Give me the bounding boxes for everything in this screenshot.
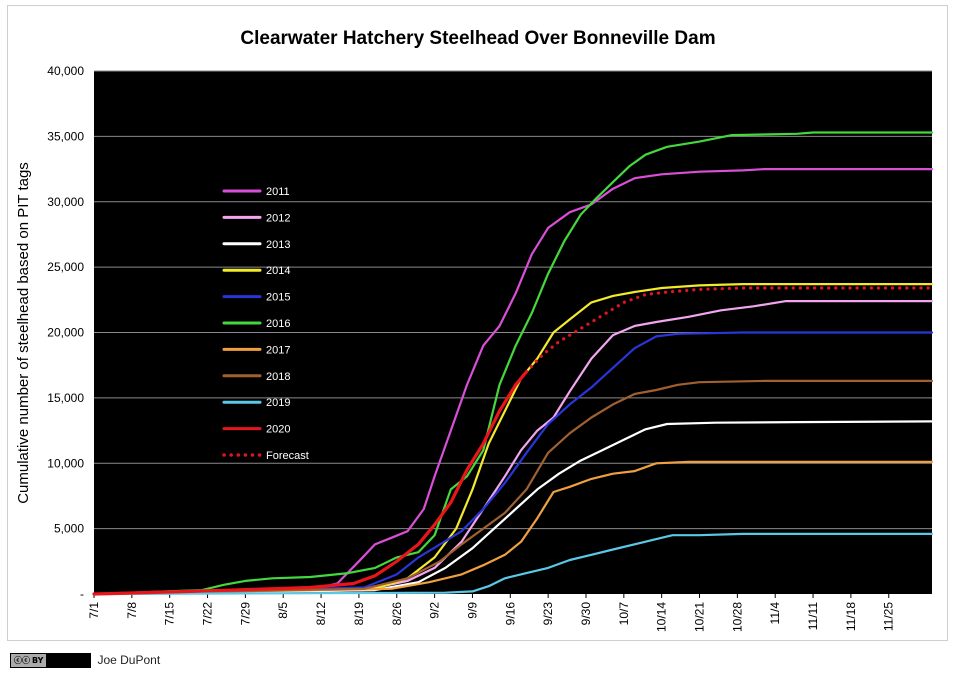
series-line-2013 [92,420,934,596]
y-tick-label: 35,000 [47,129,84,143]
x-tick-label: 10/28 [730,602,744,632]
cc-logo-icon: ⓒⓒ [14,655,30,665]
y-tick-label: 40,000 [47,64,84,78]
y-tick-label: 20,000 [47,326,84,340]
y-tick-label: 15,000 [47,391,84,405]
series-line-2015 [92,331,934,596]
x-tick-label: 11/25 [882,602,896,631]
y-axis-label: Cumulative number of steelhead based on … [15,162,32,504]
x-tick-label: 7/29 [238,602,252,626]
x-tick-label: 7/22 [201,602,215,626]
x-tick-label: 8/12 [314,602,328,626]
x-tick-label: 11/18 [844,602,858,631]
x-tick-label: 11/4 [768,602,782,625]
y-tick-label: 5,000 [54,522,84,536]
author-credit: Joe DuPont [97,653,161,667]
legend-label-2013: 2013 [266,239,290,251]
chart-title: Clearwater Hatchery Steelhead Over Bonne… [240,28,715,49]
y-tick-label: - [80,587,84,601]
chart: Clearwater Hatchery Steelhead Over Bonne… [15,28,934,632]
x-tick-label: 9/9 [465,602,479,619]
legend-label-2020: 2020 [266,424,290,436]
x-tick-label: 10/21 [693,602,707,632]
legend-label-2012: 2012 [266,212,290,224]
x-tick-label: 9/2 [428,602,442,619]
x-tick-label: 8/26 [390,602,404,626]
cc-badge-tail [46,653,91,667]
legend-label-2017: 2017 [266,344,290,356]
chart-frame: Clearwater Hatchery Steelhead Over Bonne… [7,5,948,641]
cc-icon: ⓒⓒ BY [11,653,47,667]
series-line-2017 [92,460,934,596]
series-line-2016 [92,131,934,596]
x-tick-label: 11/11 [806,602,820,631]
series-line-2011 [92,168,934,596]
y-axis-ticks: - 5,000 10,000 15,000 20,000 25,000 30,000 35,0… [47,64,84,601]
legend-label-forecast: Forecast [266,450,309,462]
cc-license-badge[interactable]: ⓒⓒ BY [10,652,92,668]
y-tick-label: 25,000 [47,260,84,274]
x-tick-label: 10/7 [617,602,631,626]
series-lines [92,131,934,596]
x-tick-label: 7/1 [87,602,101,619]
series-line-2019 [92,532,934,596]
x-tick-label: 9/30 [579,602,593,626]
x-tick-label: 9/23 [541,602,555,626]
x-tick-label: 7/8 [125,602,139,619]
x-tick-label: 9/16 [503,602,517,626]
legend: 2011 2012 2013 2014 2015 2016 2017 2018 2019 2020… [222,186,309,462]
series-line-forecast [524,286,934,374]
footer: ⓒⓒ BY Joe DuPont [10,652,160,668]
legend-label-2014: 2014 [266,265,290,277]
series-line-2020 [92,370,529,596]
x-tick-label: 8/19 [352,602,366,626]
legend-label-2019: 2019 [266,397,290,409]
y-tick-label: 30,000 [47,195,84,209]
legend-label-2016: 2016 [266,318,290,330]
x-axis-ticks: 7/1 7/8 7/15 7/22 7/29 8/5 8/12 8/19 8/26 9/2 9/9 9… [87,594,896,632]
cc-by-label: BY [32,655,44,665]
x-tick-label: 7/15 [163,602,177,626]
series-line-2018 [92,379,934,596]
x-tick-label: 8/5 [276,602,290,619]
legend-label-2015: 2015 [266,292,290,304]
series-line-2012 [92,300,934,596]
series-line-2014 [92,283,934,596]
x-tick-label: 10/14 [655,602,669,632]
y-tick-label: 10,000 [47,456,84,470]
legend-label-2018: 2018 [266,371,290,383]
legend-label-2011: 2011 [266,186,290,198]
